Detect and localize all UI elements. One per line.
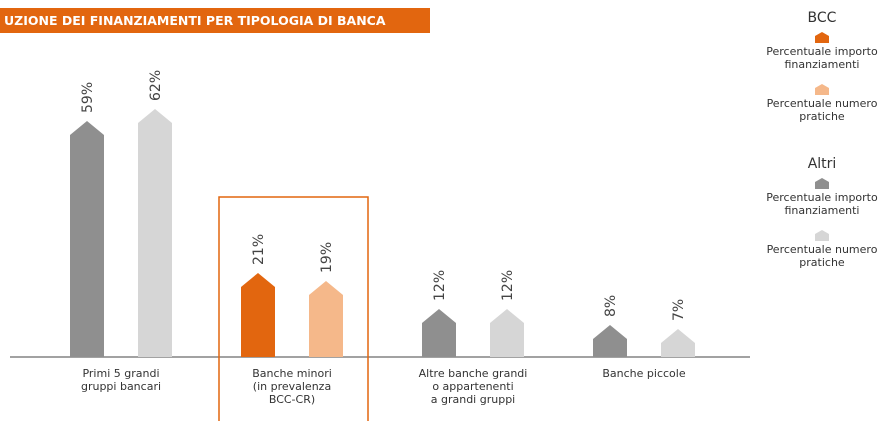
value-label: 21% (251, 234, 267, 265)
value-label: 12% (500, 270, 516, 301)
legend-swatch (815, 84, 829, 95)
highlight-box (218, 196, 369, 421)
legend-title: Altri (807, 156, 837, 172)
legend-label: Percentuale numero pratiche (766, 97, 878, 123)
value-label: 12% (432, 270, 448, 301)
bar (422, 309, 456, 357)
bar (241, 273, 275, 357)
value-label: 62% (148, 70, 164, 101)
legend-label: Percentuale importo finanziamenti (766, 45, 878, 71)
x-tick-label: Altre banche grandi o appartenenti a gra… (418, 367, 528, 406)
bar (70, 121, 104, 357)
legend-swatch (815, 32, 829, 43)
bar (593, 325, 627, 357)
bar (661, 329, 695, 357)
value-label: 8% (603, 295, 619, 317)
x-tick-label: Banche minori (in prevalenza BCC-CR) (252, 367, 332, 406)
value-label: 59% (80, 82, 96, 113)
bar (138, 109, 172, 357)
x-tick-label: Banche piccole (602, 367, 686, 380)
legend-swatch (815, 230, 829, 241)
legend-title: BCC (807, 10, 837, 26)
chart-title: UZIONE DEI FINANZIAMENTI PER TIPOLOGIA D… (4, 13, 386, 28)
title-banner (0, 8, 430, 33)
legend-label: Percentuale numero pratiche (766, 243, 878, 269)
value-label: 19% (319, 242, 335, 273)
bar (309, 281, 343, 357)
x-tick-label: Primi 5 grandi gruppi bancari (80, 367, 162, 393)
legend-label: Percentuale importo finanziamenti (766, 191, 878, 217)
legend-swatch (815, 178, 829, 189)
value-label: 7% (671, 299, 687, 321)
bar (490, 309, 524, 357)
